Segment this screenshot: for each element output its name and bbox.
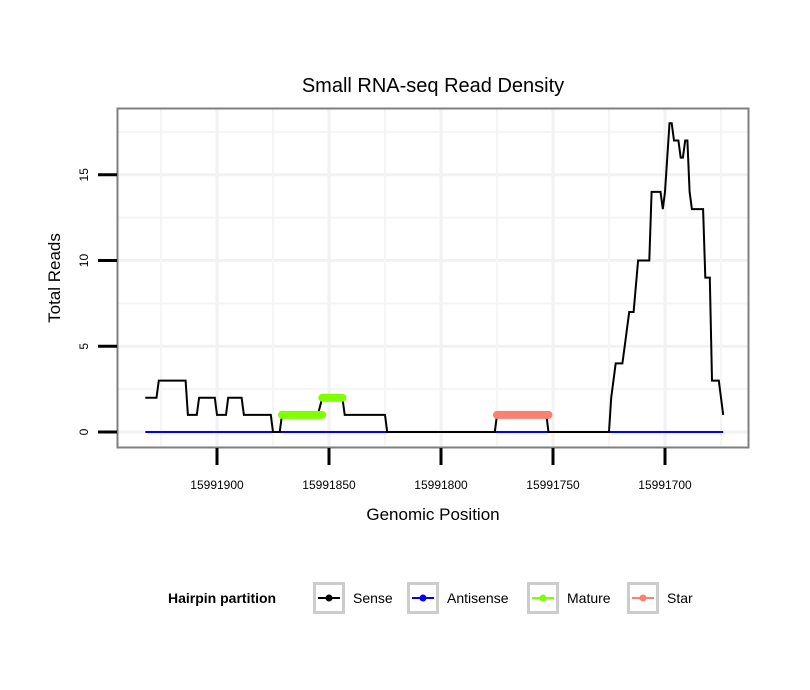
legend-key-point: [539, 594, 547, 602]
y-axis: 0 5 10 15: [77, 168, 117, 435]
legend-label: Antisense: [447, 590, 509, 606]
x-tick-label: 15991800: [414, 478, 468, 492]
x-tick-label: 15991850: [302, 478, 356, 492]
series-layer: [145, 122, 725, 433]
legend-label: Mature: [567, 590, 611, 606]
x-axis: 15991900 15991850 15991800 15991750 15991700: [190, 448, 692, 492]
legend-label: Star: [667, 590, 693, 606]
panel-background: [118, 109, 748, 447]
x-axis-title: Genomic Position: [366, 505, 499, 524]
y-tick-label: 5: [77, 343, 91, 350]
legend-label: Sense: [353, 590, 393, 606]
legend-entry-antisense: Antisense: [407, 582, 509, 614]
plot-panel: [118, 109, 748, 447]
legend-title: Hairpin partition: [168, 590, 276, 606]
chart-title: Small RNA-seq Read Density: [302, 75, 564, 97]
legend-entry-mature: Mature: [527, 582, 611, 614]
y-tick-label: 0: [77, 428, 91, 435]
x-tick-label: 15991700: [638, 478, 692, 492]
x-tick-label: 15991900: [190, 478, 244, 492]
legend: Hairpin partition Sense Antisense Mature St…: [168, 582, 693, 614]
y-tick-label: 15: [77, 168, 91, 182]
legend-entry-sense: Sense: [313, 582, 393, 614]
series-line-sense: [145, 122, 725, 433]
legend-key-point: [325, 594, 333, 602]
legend-key-point: [639, 594, 647, 602]
y-axis-title: Total Reads: [45, 233, 64, 323]
y-tick-label: 10: [77, 254, 91, 268]
x-tick-label: 15991750: [526, 478, 580, 492]
legend-key-point: [419, 594, 427, 602]
panel-border: [116, 107, 750, 449]
legend-entry-star: Star: [627, 582, 693, 614]
